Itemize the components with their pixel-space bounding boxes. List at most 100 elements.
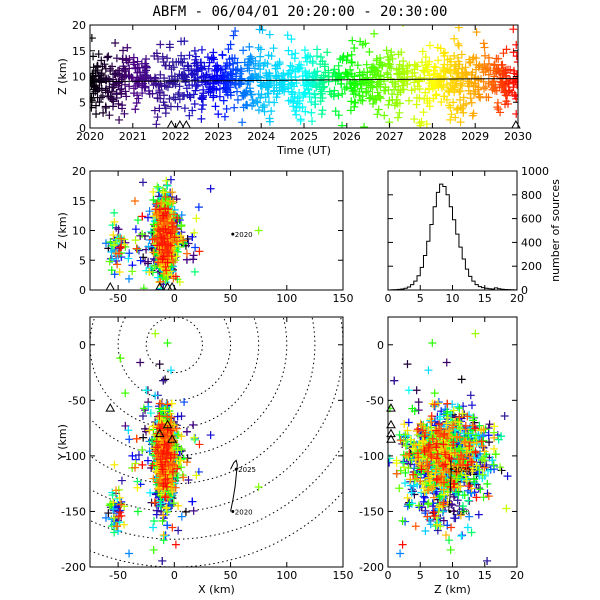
source-point (145, 267, 154, 276)
source-point (167, 413, 176, 422)
source-point (308, 72, 317, 81)
source-point (95, 98, 104, 107)
source-point (131, 63, 140, 72)
source-point (356, 96, 365, 105)
storm-track (230, 459, 238, 512)
source-point (376, 53, 385, 62)
source-point (218, 50, 227, 59)
source-point (145, 89, 154, 98)
source-point (130, 84, 139, 93)
source-point (163, 54, 172, 63)
source-point (370, 29, 379, 38)
source-point (360, 122, 369, 128)
source-point (131, 225, 140, 234)
source-point (332, 72, 341, 81)
source-point (396, 549, 405, 558)
source-point (159, 211, 168, 220)
source-point (291, 107, 300, 116)
source-point (192, 82, 201, 91)
source-point (224, 45, 233, 54)
source-point (112, 90, 121, 99)
source-point (289, 82, 298, 91)
source-point (169, 499, 178, 508)
source-point (459, 108, 468, 117)
source-point (189, 69, 198, 78)
source-point (458, 104, 467, 113)
plot-frame (89, 316, 344, 568)
source-point (155, 412, 164, 421)
source-point (288, 50, 297, 59)
source-point (458, 531, 467, 540)
source-point (121, 80, 130, 89)
source-point (508, 88, 517, 97)
source-point (443, 521, 452, 530)
histogram-bar (472, 281, 475, 290)
source-point (188, 69, 197, 78)
source-point (386, 51, 395, 60)
source-point (390, 376, 399, 385)
source-point (470, 79, 479, 88)
source-point (167, 399, 176, 408)
source-point (233, 95, 242, 104)
source-point (104, 52, 113, 61)
y-axis-label: Z (km) (56, 212, 69, 249)
source-point (419, 497, 428, 506)
source-point (165, 267, 174, 276)
source-point (229, 31, 238, 40)
source-point (423, 99, 432, 108)
source-point (150, 106, 159, 115)
source-point (203, 53, 212, 62)
source-point (138, 460, 147, 469)
source-point (499, 81, 508, 90)
source-point (155, 86, 164, 95)
source-point (376, 77, 385, 86)
source-point (469, 90, 478, 99)
source-point (142, 386, 151, 395)
source-point (261, 58, 270, 67)
y-tick-label: -150 (61, 505, 86, 518)
source-point (347, 69, 356, 78)
source-point (416, 73, 425, 82)
source-point (110, 241, 119, 250)
source-point (444, 87, 453, 96)
source-point (160, 440, 169, 449)
source-point (485, 438, 494, 447)
source-point (171, 540, 180, 549)
source-point (161, 375, 170, 384)
source-point (306, 52, 315, 61)
source-points (101, 175, 263, 320)
source-point (288, 90, 297, 99)
source-point (114, 249, 123, 258)
source-point (265, 30, 274, 39)
x-tick-label: -50 (109, 569, 127, 582)
source-point (474, 510, 483, 519)
source-point (298, 72, 307, 81)
source-point (384, 60, 393, 69)
source-point (404, 96, 413, 105)
histogram-bar (427, 241, 430, 290)
source-point (502, 45, 511, 54)
trend-line (89, 78, 519, 83)
source-point (150, 516, 159, 525)
x-tick-label: 2025 (290, 130, 318, 143)
source-point (224, 81, 233, 90)
source-point (137, 59, 146, 68)
source-point (298, 103, 307, 112)
x-tick-label: 2027 (376, 130, 404, 143)
source-point (455, 60, 464, 69)
source-point (150, 312, 158, 320)
source-point (376, 94, 385, 103)
source-point (484, 79, 493, 88)
source-point (232, 87, 241, 96)
source-point (431, 91, 440, 100)
source-point (120, 520, 129, 529)
source-point (163, 205, 172, 214)
source-point (165, 61, 174, 70)
source-point (160, 234, 169, 243)
source-point (412, 61, 421, 70)
source-point (425, 57, 434, 66)
source-point (134, 94, 143, 103)
source-point (257, 90, 266, 99)
source-point (318, 57, 327, 66)
source-point (190, 99, 199, 108)
